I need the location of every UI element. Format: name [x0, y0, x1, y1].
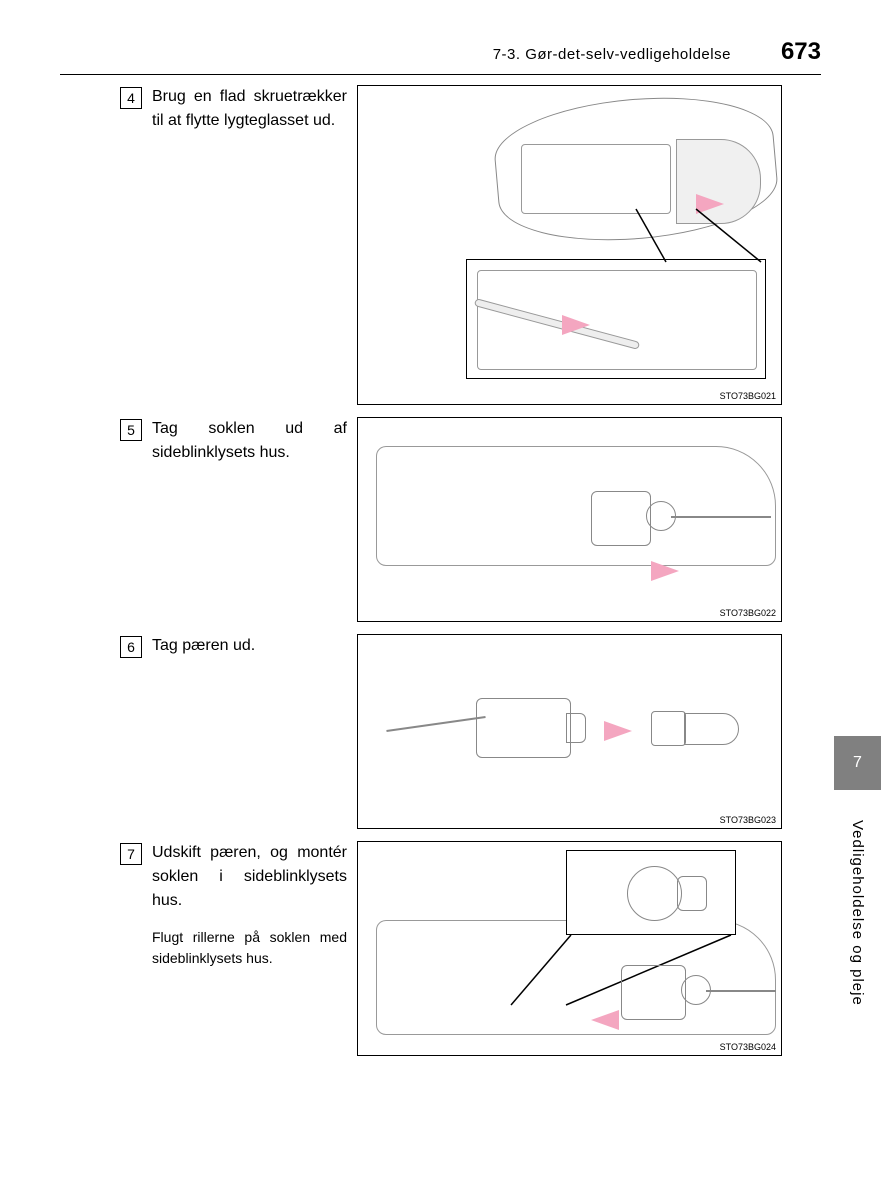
step-7: 7 Udskift pæren, og montér soklen i side… [120, 841, 800, 1056]
page-header: 7-3. Gør-det-selv-vedligeholdelse 673 [60, 38, 821, 75]
step-number: 7 [127, 846, 135, 862]
illustration-5: STO73BG022 [357, 417, 782, 622]
image-code: STO73BG021 [720, 391, 776, 401]
step-4: 4 Brug en flad skruetrækker til at flytt… [120, 85, 800, 405]
chapter-tab: 7 [834, 736, 881, 790]
step-sub-text: Flugt rillerne på soklen med sideblinkly… [152, 927, 347, 969]
step-number: 4 [127, 90, 135, 106]
step-text: Udskift pæren, og montér soklen i sidebl… [142, 841, 357, 969]
chapter-label: Vedligeholdelse og pleje [849, 820, 866, 1006]
step-main-text: Tag pæren ud. [152, 634, 347, 658]
step-text: Tag pæren ud. [142, 634, 357, 658]
image-code: STO73BG024 [720, 1042, 776, 1052]
step-main-text: Tag soklen ud af sideblinklysets hus. [152, 417, 347, 465]
step-number-box: 7 [120, 843, 142, 865]
step-text: Brug en flad skruetrækker til at flytte … [142, 85, 357, 133]
step-number-box: 5 [120, 419, 142, 441]
step-main-text: Udskift pæren, og montér soklen i sidebl… [152, 841, 347, 913]
sketch-mirror [366, 94, 773, 386]
step-6: 6 Tag pæren ud. STO73BG023 [120, 634, 800, 829]
image-code: STO73BG023 [720, 815, 776, 825]
section-title: 7-3. Gør-det-selv-vedligeholdelse [493, 46, 731, 63]
step-5: 5 Tag soklen ud af sideblinklysets hus. … [120, 417, 800, 622]
sketch-bulb-remove [366, 643, 773, 810]
sketch-socket-remove [366, 426, 773, 603]
step-number-box: 4 [120, 87, 142, 109]
step-number: 6 [127, 639, 135, 655]
illustration-4: STO73BG021 [357, 85, 782, 405]
step-text: Tag soklen ud af sideblinklysets hus. [142, 417, 357, 465]
step-main-text: Brug en flad skruetrækker til at flytte … [152, 85, 347, 133]
illustration-7: STO73BG024 [357, 841, 782, 1056]
image-code: STO73BG022 [720, 608, 776, 618]
sketch-socket-install [366, 850, 773, 1037]
page-number: 673 [781, 38, 821, 66]
step-number: 5 [127, 422, 135, 438]
step-number-box: 6 [120, 636, 142, 658]
illustration-6: STO73BG023 [357, 634, 782, 829]
chapter-number: 7 [853, 754, 862, 772]
content-area: 4 Brug en flad skruetrækker til at flytt… [120, 85, 800, 1068]
